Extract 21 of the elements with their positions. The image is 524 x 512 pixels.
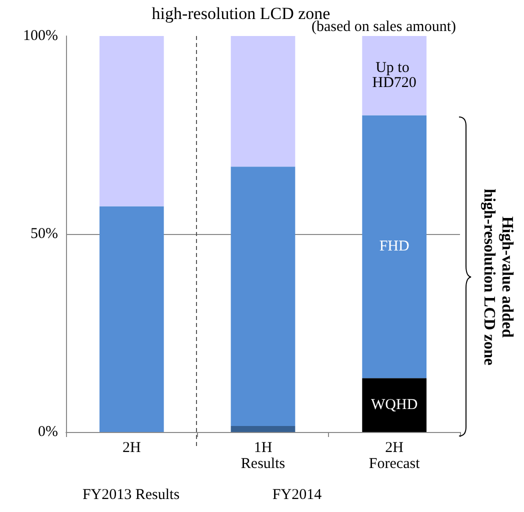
bar [99, 36, 164, 206]
text: (based on sales amount) [311, 19, 456, 35]
bar [362, 115, 427, 378]
y-tick-label: 0% [38, 424, 58, 440]
bar [230, 36, 296, 167]
y-tick-label: 100% [23, 28, 58, 44]
y-tick-label: 50% [30, 226, 58, 242]
bar [362, 378, 427, 432]
text: High-value added high-resolution LCD zone [480, 188, 516, 366]
series-label: Up to HD720 [372, 60, 416, 92]
bar [99, 206, 164, 432]
bar [230, 426, 296, 432]
x-tick-label: 2H Forecast [368, 440, 421, 472]
bar [230, 166, 296, 426]
series-label: FHD [379, 238, 410, 255]
x-tick-label: 2H [122, 440, 141, 456]
text: FY2014 [272, 487, 322, 503]
series-label: WQHD [371, 397, 418, 414]
x-tick-label: 1H Results [240, 440, 286, 472]
text: FY2013 Results [82, 487, 180, 503]
bar [362, 36, 427, 116]
